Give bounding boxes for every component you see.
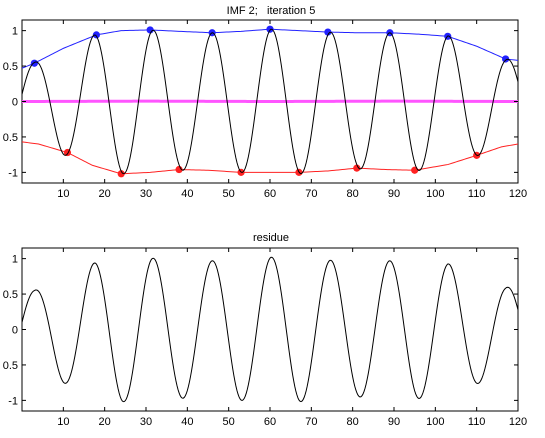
imf-xtick-label: 10 — [57, 188, 69, 200]
imf-ticks: 10 20 30 40 50 60 70 80 90 100 110 120 1 0.5 0 0.5 -1 — [3, 20, 527, 200]
residue-xtick-label: 100 — [426, 416, 444, 428]
imf-ytick-label: 1 — [12, 26, 18, 38]
imf-xtick-label: 100 — [426, 188, 444, 200]
residue-ytick-label: -1 — [8, 395, 18, 407]
lower-envelope-marker — [117, 170, 125, 178]
upper-envelope-marker — [146, 26, 154, 34]
imf-xtick-label: 90 — [388, 188, 400, 200]
upper-envelope-marker — [30, 59, 38, 67]
upper-envelope-marker — [502, 55, 510, 63]
residue-xtick-label: 110 — [468, 416, 486, 428]
residue-ytick-label: 0 — [12, 325, 18, 337]
imf-ytick-label: 0.5 — [3, 132, 18, 144]
lower-envelope-line — [22, 141, 518, 175]
imf-xtick-label: 20 — [99, 188, 111, 200]
upper-envelope-marker — [266, 25, 274, 33]
lower-envelope-marker — [353, 164, 361, 172]
residue-xtick-label: 30 — [140, 416, 152, 428]
imf-plot-area — [22, 25, 518, 178]
residue-xtick-label: 70 — [305, 416, 317, 428]
imf-ytick-label: 0.5 — [3, 61, 18, 73]
imf-signal-line — [22, 28, 518, 175]
residue-signal-line — [22, 256, 518, 403]
residue-xtick-label: 120 — [509, 416, 527, 428]
residue-ytick-label: 0.5 — [3, 360, 18, 372]
residue-xtick-label: 50 — [223, 416, 235, 428]
imf-xtick-label: 50 — [223, 188, 235, 200]
imf-xtick-label: 110 — [468, 188, 486, 200]
residue-xtick-label: 20 — [99, 416, 111, 428]
residue-xtick-label: 90 — [388, 416, 400, 428]
lower-envelope-marker — [411, 166, 419, 174]
residue-xtick-label: 80 — [347, 416, 359, 428]
residue-plot-area — [22, 256, 518, 403]
upper-envelope-marker — [324, 28, 332, 36]
residue-title: residue — [253, 232, 289, 244]
imf-ytick-label: -1 — [8, 167, 18, 179]
upper-envelope-marker — [92, 31, 100, 39]
imf-title: IMF 2; iteration 5 — [227, 5, 316, 17]
imf-xtick-label: 40 — [181, 188, 193, 200]
residue-axes-box — [21, 247, 519, 412]
imf-ytick-label: 0 — [12, 97, 18, 109]
imf-xtick-label: 60 — [264, 188, 276, 200]
residue-xtick-label: 40 — [181, 416, 193, 428]
imf-panel: IMF 2; iteration 5 10 20 30 40 50 60 70 80 90 100… — [3, 5, 527, 200]
residue-xtick-label: 10 — [57, 416, 69, 428]
imf-xtick-label: 30 — [140, 188, 152, 200]
residue-panel: residue 10 20 30 40 50 60 70 80 90 100 110 120 1 0.5 0… — [3, 232, 527, 428]
residue-xtick-label: 60 — [264, 416, 276, 428]
imf-xtick-label: 70 — [305, 188, 317, 200]
imf-xtick-label: 120 — [509, 188, 527, 200]
residue-ticks: 10 20 30 40 50 60 70 80 90 100 110 120 1 0.5 0 0.5 -1 — [3, 248, 527, 428]
residue-ytick-label: 0.5 — [3, 289, 18, 301]
residue-ytick-label: 1 — [12, 254, 18, 266]
imf-xtick-label: 80 — [347, 188, 359, 200]
